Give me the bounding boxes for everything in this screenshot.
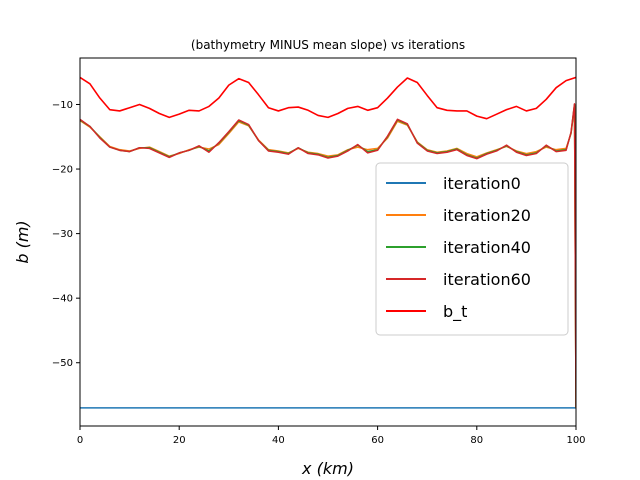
x-tick-label: 20 [173, 435, 186, 446]
legend-label-b_t: b_t [443, 302, 467, 322]
legend-box [375, 162, 569, 336]
y-tick-label: −20 [52, 165, 73, 176]
x-tick-label: 40 [272, 435, 285, 446]
series-line-b_t [80, 76, 576, 120]
legend-label-iteration0: iteration0 [443, 174, 521, 193]
y-axis-label: b (m) [13, 220, 32, 263]
x-axis-label: x (km) [301, 459, 354, 478]
legend-label-iteration60: iteration60 [443, 270, 531, 289]
x-tick-label: 100 [566, 435, 585, 446]
plot-frame [79, 57, 577, 427]
x-tick-label: 80 [470, 435, 483, 446]
chart-title: (bathymetry MINUS mean slope) vs iterati… [191, 38, 465, 52]
y-axis: −10 −20 −30 −40 −50 [52, 100, 80, 369]
y-tick-label: −50 [52, 358, 73, 369]
x-axis: 0 20 40 60 80 100 [77, 426, 586, 446]
y-tick-label: −10 [52, 100, 73, 111]
x-tick-label: 0 [77, 435, 83, 446]
x-tick-label: 60 [371, 435, 384, 446]
legend: iteration0 iteration20 iteration40 iteratio… [375, 162, 569, 336]
plot-area [80, 76, 576, 409]
y-tick-label: −30 [52, 229, 73, 240]
legend-label-iteration40: iteration40 [443, 238, 531, 257]
legend-label-iteration20: iteration20 [443, 206, 531, 225]
series-line-iteration60 [80, 103, 576, 408]
y-tick-label: −40 [52, 294, 73, 305]
